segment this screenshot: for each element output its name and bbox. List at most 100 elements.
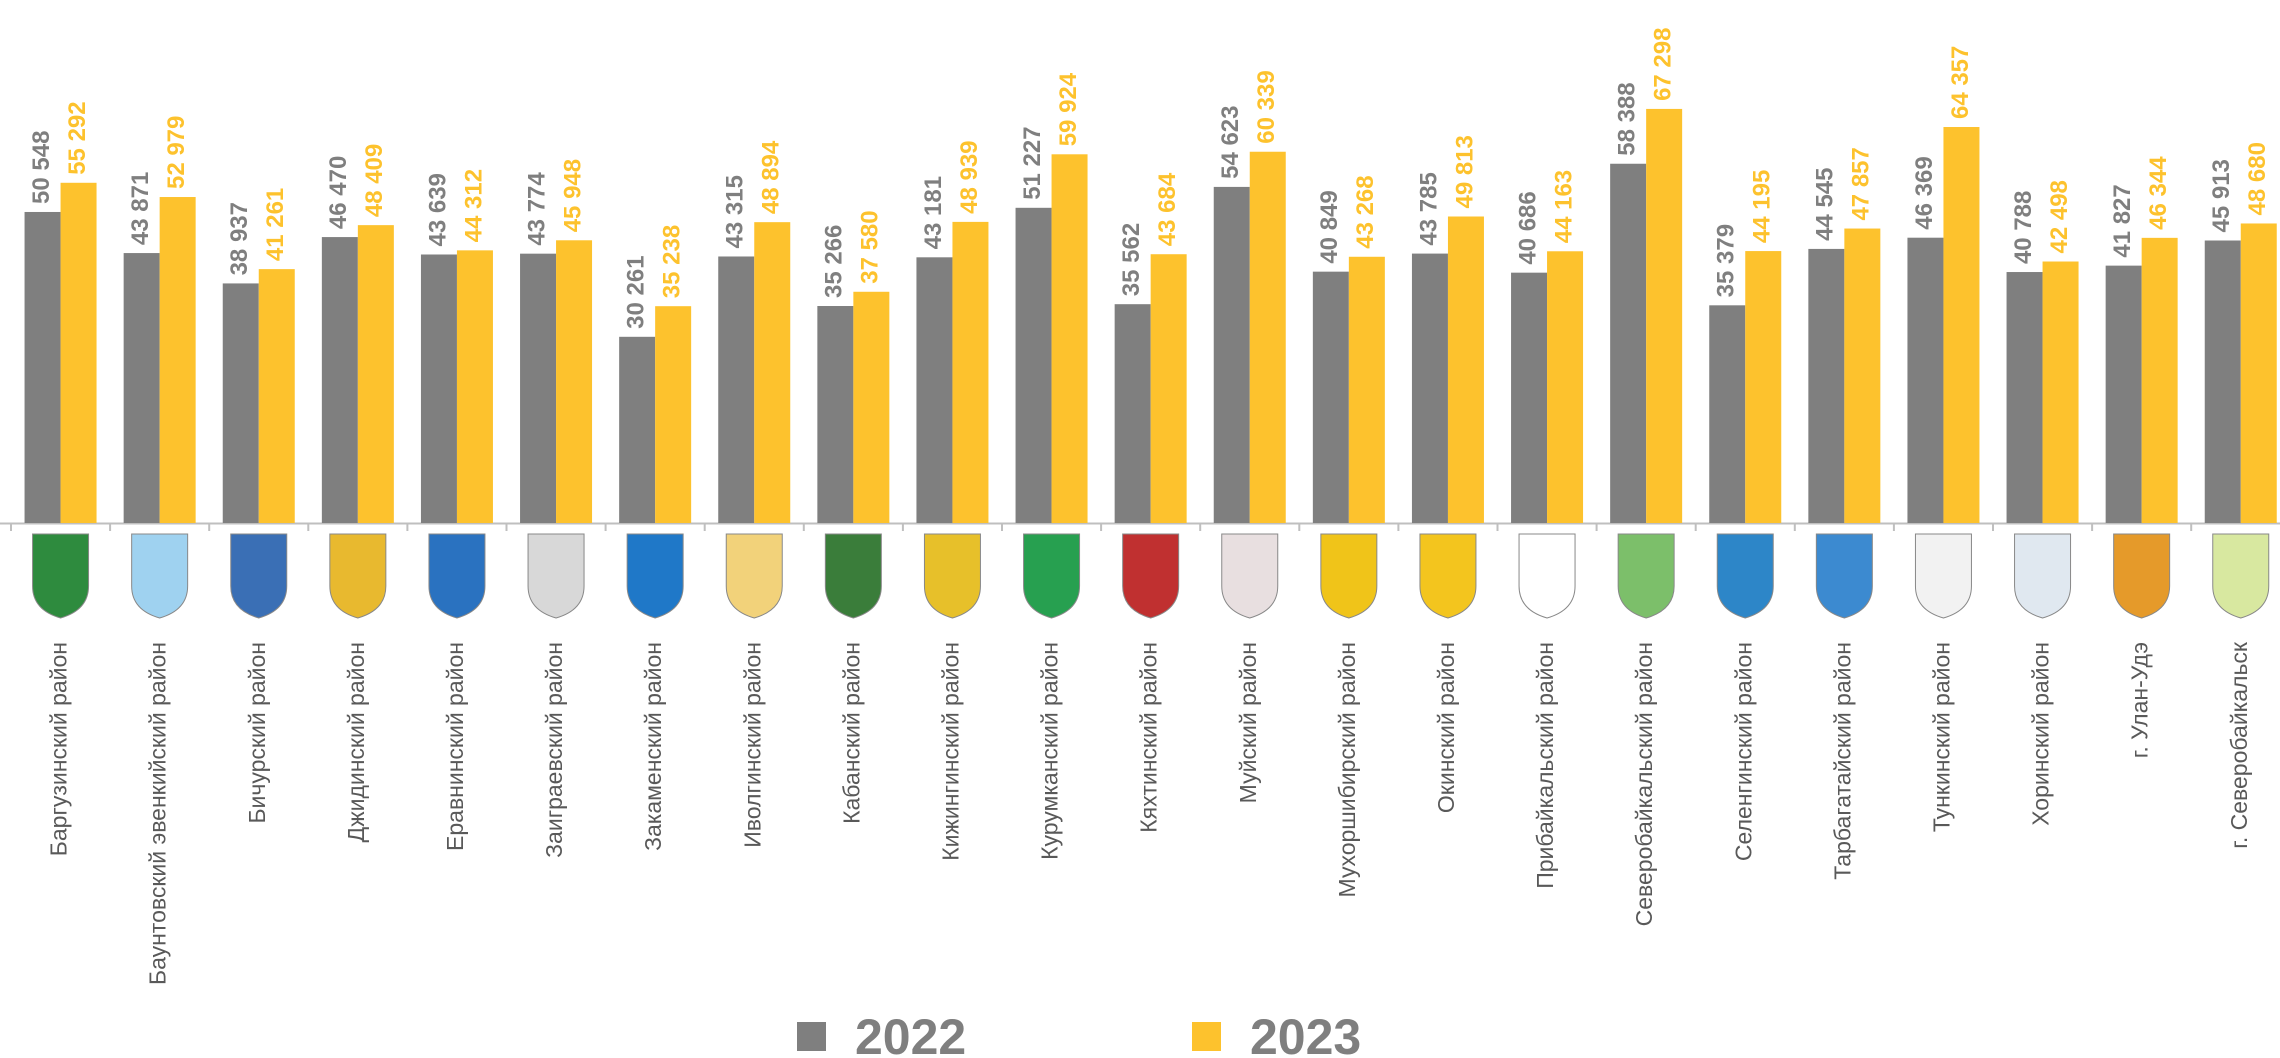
category-label: Бичурский район: [244, 642, 270, 824]
emblem: [231, 534, 287, 618]
bar: [1052, 154, 1088, 523]
value-label: 44 163: [1550, 170, 1577, 243]
bar: [1907, 238, 1943, 523]
emblem: [825, 534, 881, 618]
value-label: 60 339: [1253, 70, 1280, 143]
emblem: [1420, 534, 1476, 618]
value-label: 35 379: [1713, 224, 1740, 297]
emblem: [1321, 534, 1377, 618]
value-label: 43 684: [1154, 172, 1181, 246]
value-label: 43 639: [424, 173, 451, 246]
legend: 2022 2023: [797, 1009, 1361, 1058]
value-label: 30 261: [622, 255, 649, 328]
chart: 20222023 50 54855 292Баргузинский район4…: [0, 0, 2280, 1058]
legend-label: 2022: [855, 1009, 966, 1058]
value-label: 45 948: [559, 159, 586, 232]
bar: [160, 197, 196, 523]
emblem: [2015, 534, 2071, 618]
bar: [916, 257, 952, 523]
value-label: 35 562: [1118, 223, 1145, 296]
bar: [718, 256, 754, 523]
category-label: Селенгинский район: [1730, 642, 1756, 861]
category-label: Баунтовский эвенкийский район: [145, 642, 171, 985]
value-label: 44 195: [1749, 170, 1776, 243]
value-label: 59 924: [1055, 72, 1082, 146]
value-label: 55 292: [64, 101, 91, 174]
emblem: [1519, 534, 1575, 618]
value-label: 35 238: [658, 225, 685, 298]
value-label: 58 388: [1613, 82, 1640, 155]
bar: [421, 254, 457, 523]
bar: [1511, 273, 1547, 523]
bar: [259, 269, 295, 523]
legend-label: 2023: [1250, 1009, 1361, 1058]
category-label: Еравнинский район: [442, 642, 468, 851]
category-label: Кяхтинский район: [1136, 642, 1162, 833]
value-label: 44 312: [460, 169, 487, 242]
value-label: 41 827: [2109, 184, 2136, 257]
bar: [853, 292, 889, 523]
emblem: [33, 534, 89, 618]
value-label: 37 580: [857, 210, 884, 283]
bar: [322, 237, 358, 523]
category-label: Прибайкальский район: [1532, 642, 1558, 889]
bar: [124, 253, 160, 523]
value-label: 52 979: [163, 116, 190, 189]
bar: [1646, 109, 1682, 523]
bar: [2007, 272, 2043, 523]
value-label: 46 470: [325, 156, 352, 229]
page: {"chart_data": {"type": "bar", "categori…: [0, 0, 2280, 1058]
bar: [754, 222, 790, 523]
emblem: [1816, 534, 1872, 618]
bar: [1844, 229, 1880, 523]
bar: [619, 337, 655, 523]
value-label: 40 788: [2010, 191, 2037, 264]
value-label: 44 545: [1812, 168, 1839, 241]
bar: [457, 250, 493, 523]
emblem: [627, 534, 683, 618]
bar: [61, 183, 97, 523]
bar: [520, 254, 556, 523]
emblem: [1915, 534, 1971, 618]
emblem: [1222, 534, 1278, 618]
value-label: 64 357: [1947, 46, 1974, 119]
emblem: [2213, 534, 2269, 618]
emblem: [528, 534, 584, 618]
category-label: Иволгинский район: [739, 642, 765, 848]
emblem: [726, 534, 782, 618]
value-label: 48 894: [758, 140, 785, 214]
bar: [2043, 262, 2079, 523]
value-label: 48 680: [2244, 142, 2271, 215]
category-label: Мухоршибирский район: [1334, 642, 1360, 897]
category-label: Курумканский район: [1037, 642, 1063, 860]
value-label: 48 409: [361, 144, 388, 217]
legend-swatch: [797, 1022, 826, 1051]
bar: [2241, 223, 2277, 523]
value-label: 49 813: [1451, 135, 1478, 208]
bar: [952, 222, 988, 523]
category-label: Тункинский район: [1929, 642, 1955, 832]
value-label: 54 623: [1217, 106, 1244, 179]
bar: [1448, 217, 1484, 523]
bar: [2142, 238, 2178, 523]
legend-swatch: [1192, 1022, 1221, 1051]
bar: [1943, 127, 1979, 523]
value-label: 43 774: [523, 172, 550, 246]
value-label: 41 261: [262, 188, 289, 261]
emblem: [1618, 534, 1674, 618]
value-label: 46 369: [1911, 156, 1938, 229]
emblem: [429, 534, 485, 618]
value-label: 43 181: [920, 176, 947, 249]
category-label: г. Северобайкальск: [2226, 641, 2252, 849]
category-label: Тарбагатайский район: [1829, 642, 1855, 880]
emblem: [2114, 534, 2170, 618]
bar: [1745, 251, 1781, 523]
emblem: [132, 534, 188, 618]
bar: [1115, 304, 1151, 523]
bar: [1547, 251, 1583, 523]
bar: [2106, 266, 2142, 523]
value-label: 43 871: [127, 172, 154, 245]
value-label: 51 227: [1019, 126, 1046, 199]
emblem: [924, 534, 980, 618]
emblem: [1024, 534, 1080, 618]
